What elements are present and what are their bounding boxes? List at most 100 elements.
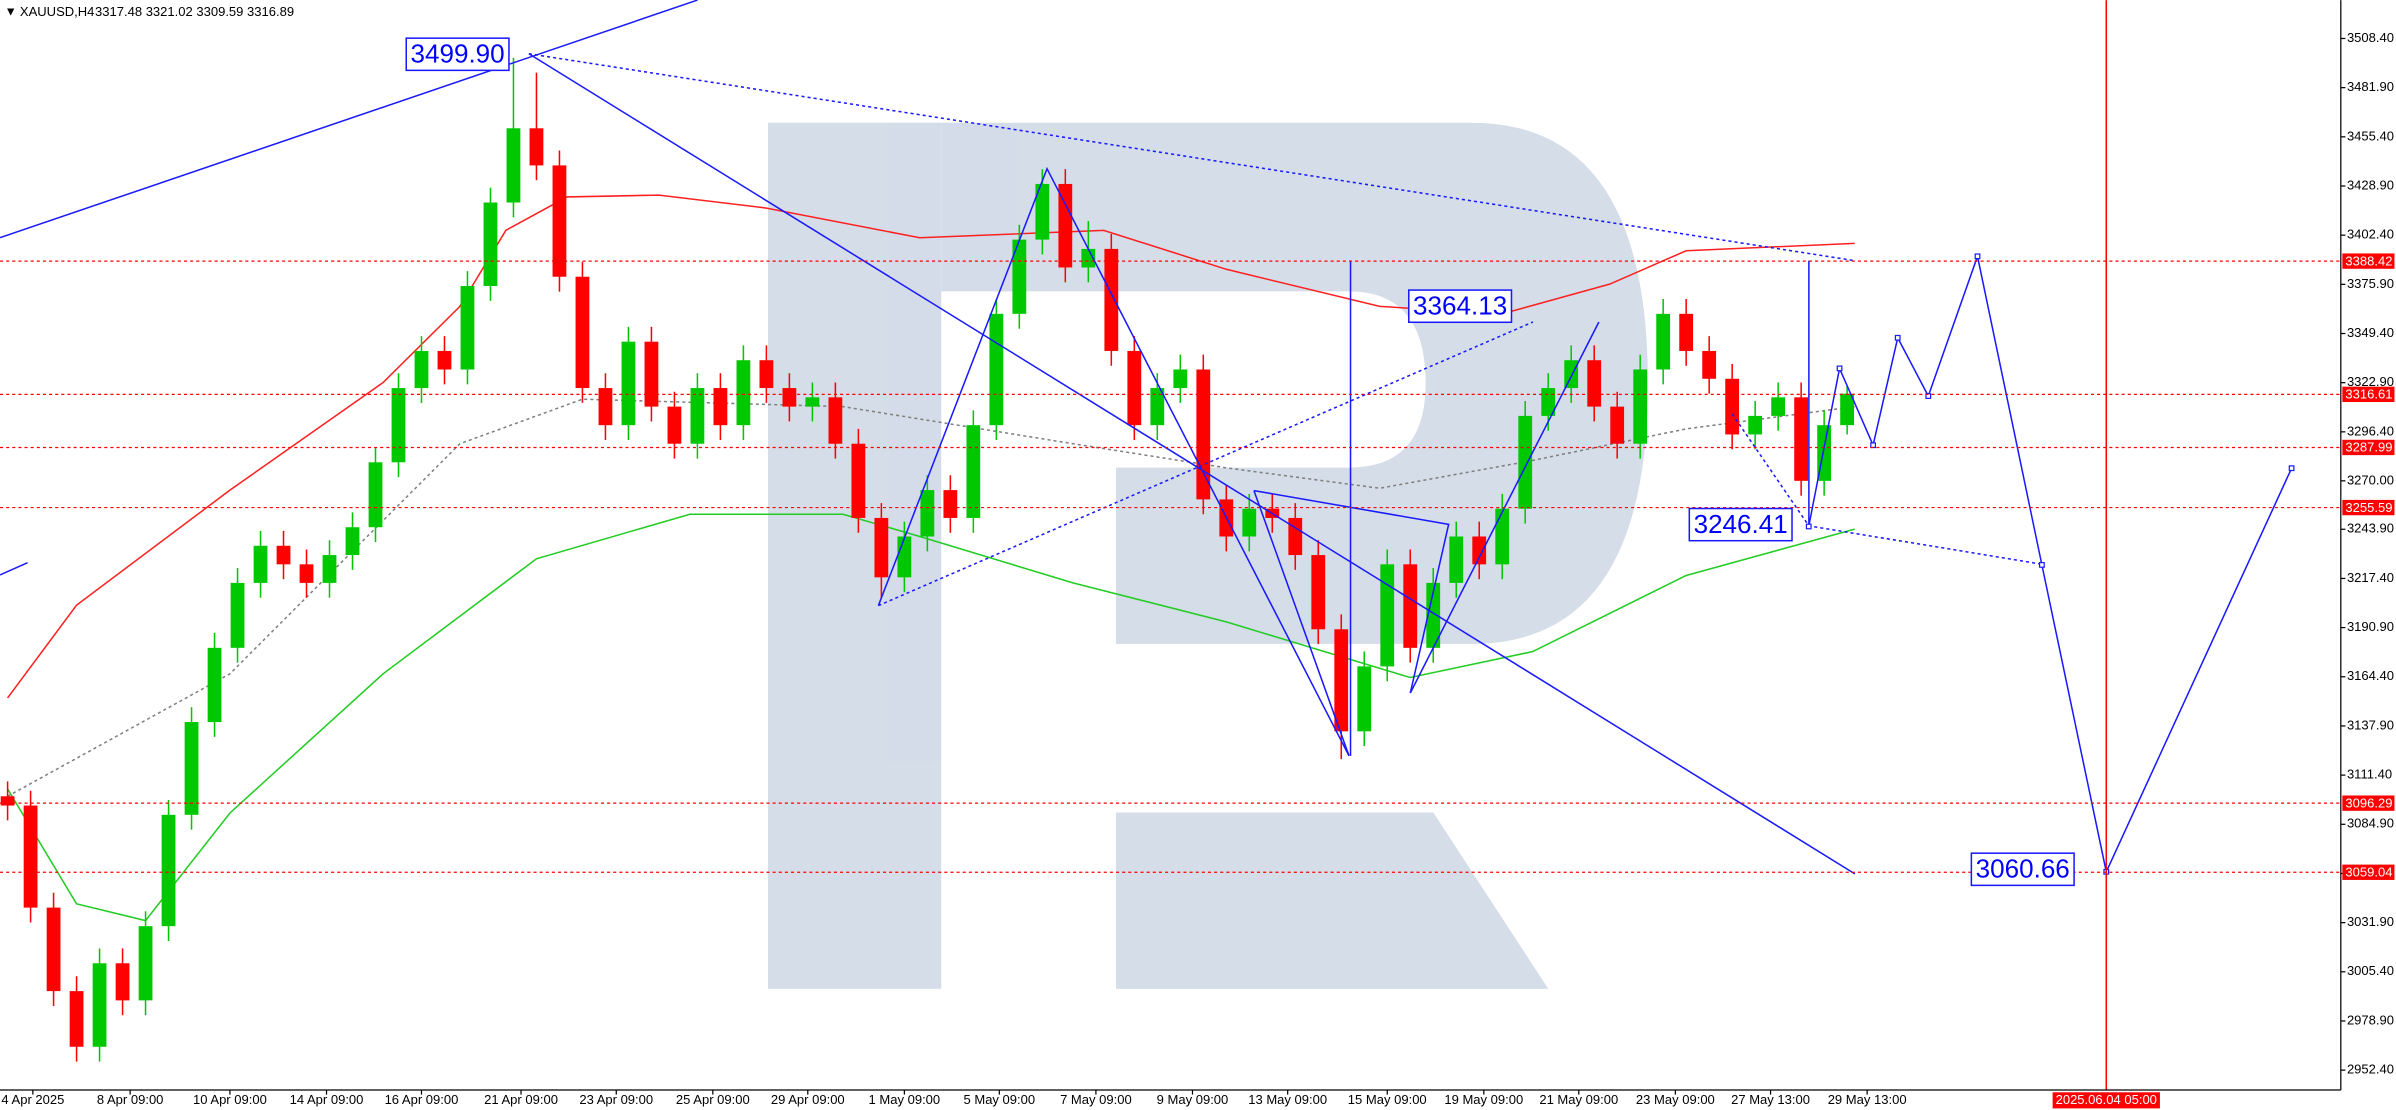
candle-body: [1012, 239, 1027, 314]
y-tick-label: 3375.90: [2347, 276, 2394, 291]
y-tick-label: 3190.90: [2347, 619, 2394, 634]
x-tick-label: 21 Apr 09:00: [484, 1092, 558, 1107]
trend-line: [528, 52, 1855, 262]
candle-body: [828, 397, 843, 444]
x-tick-label: 10 Apr 09:00: [193, 1092, 267, 1107]
candle-body: [276, 545, 291, 565]
y-tick-label: 3270.00: [2347, 472, 2394, 487]
candle-body: [621, 341, 636, 426]
candle-body: [1104, 248, 1119, 351]
cursor-label-box: [2052, 1092, 2160, 1109]
candle-body: [207, 647, 222, 723]
x-tick-label: 8 Apr 09:00: [97, 1092, 164, 1107]
annotation-box: [1408, 289, 1513, 324]
candle-body: [759, 360, 774, 389]
forecast-point: [1894, 334, 1901, 341]
forecast-point: [2288, 465, 2295, 472]
candle-body: [529, 128, 544, 166]
annotation-box: [1970, 852, 2075, 887]
y-tick-label: 3508.40: [2347, 30, 2394, 45]
forecast-point: [1805, 523, 1812, 530]
candle-body: [667, 406, 682, 444]
candle-body: [437, 350, 452, 370]
candle-body: [966, 425, 981, 518]
candle-body: [1495, 508, 1510, 565]
candle-body: [1656, 313, 1671, 370]
y-tick-label: 3137.90: [2347, 717, 2394, 732]
annotation-label: 3364.13: [1413, 291, 1507, 321]
y-tick-label: 3243.90: [2347, 521, 2394, 536]
y-tick-label: 3217.40: [2347, 570, 2394, 585]
y-tick-label: 2952.40: [2347, 1062, 2394, 1077]
candle-body: [368, 462, 383, 528]
candle-body: [943, 490, 958, 518]
y-tick-label: 3455.40: [2347, 128, 2394, 143]
watermark-stem: [768, 122, 942, 989]
candle-body: [345, 527, 360, 556]
x-tick-label: 5 May 09:00: [964, 1092, 1036, 1107]
y-tick-label: 3005.40: [2347, 963, 2394, 978]
y-tick-label: 3296.40: [2347, 423, 2394, 438]
forecast-point: [1836, 365, 1843, 372]
candle-body: [897, 536, 912, 578]
candle-body: [1357, 666, 1372, 732]
candle-body: [23, 805, 38, 908]
candle-body: [1449, 536, 1464, 583]
header-arrow: ▼: [5, 5, 17, 19]
x-tick-label: 4 Apr 2025: [1, 1092, 64, 1107]
candle-body: [115, 963, 130, 1001]
y-tick-label: 3349.40: [2347, 325, 2394, 340]
candle-body: [1633, 369, 1648, 444]
candle-body: [184, 722, 199, 815]
trend-line: [0, 561, 28, 576]
candle-body: [460, 286, 475, 370]
x-tick-label: 13 May 09:00: [1248, 1092, 1327, 1107]
x-tick-label: 14 Apr 09:00: [290, 1092, 364, 1107]
candle-body: [414, 350, 429, 389]
y-tick-label: 3322.90: [2347, 374, 2394, 389]
candle-body: [552, 165, 567, 277]
wave-line: [877, 166, 1350, 757]
symbol: XAUUSD,H4: [20, 4, 95, 19]
candle-body: [69, 991, 84, 1047]
candle-body: [138, 926, 153, 1001]
level-label-box: [2342, 439, 2395, 456]
candle-body: [1702, 350, 1717, 379]
price-axis-bg: [2340, 0, 2396, 1110]
candle-body: [1242, 508, 1257, 537]
y-tick-label: 3481.90: [2347, 79, 2394, 94]
x-tick-label: 21 May 09:00: [1539, 1092, 1618, 1107]
trend-line: [528, 53, 1856, 875]
candle-body: [1725, 378, 1740, 435]
forecast-point: [2038, 561, 2045, 568]
x-tick-label: 23 May 09:00: [1636, 1092, 1715, 1107]
candle-body: [253, 545, 268, 583]
x-tick-label: 16 Apr 09:00: [385, 1092, 459, 1107]
x-tick-label: 25 Apr 09:00: [676, 1092, 750, 1107]
trend-line: [878, 321, 1534, 607]
candle-body: [1081, 248, 1096, 268]
triangle-line: [1253, 489, 1450, 694]
candle-body: [0, 796, 15, 806]
x-tick-label: 19 May 09:00: [1444, 1092, 1523, 1107]
level-label-box: [2342, 386, 2395, 403]
forecast-point: [1974, 253, 1981, 260]
candle-body: [322, 555, 337, 583]
y-tick-label: 3084.90: [2347, 816, 2394, 831]
candle-body: [1196, 369, 1211, 500]
candle-body: [92, 963, 107, 1047]
x-tick-label: 29 Apr 09:00: [771, 1092, 845, 1107]
candle-body: [1173, 369, 1188, 389]
level-label: 3388.42: [2345, 253, 2392, 268]
level-label: 3059.04: [2345, 864, 2392, 879]
candle-body: [1127, 350, 1142, 426]
level-label: 3287.99: [2345, 440, 2392, 455]
x-tick-label: 7 May 09:00: [1060, 1092, 1132, 1107]
candle-body: [1679, 313, 1694, 351]
drawings: [0, 0, 2043, 875]
forecast-line: [1807, 253, 2293, 875]
candle-body: [1426, 582, 1441, 648]
candle-body: [920, 490, 935, 537]
